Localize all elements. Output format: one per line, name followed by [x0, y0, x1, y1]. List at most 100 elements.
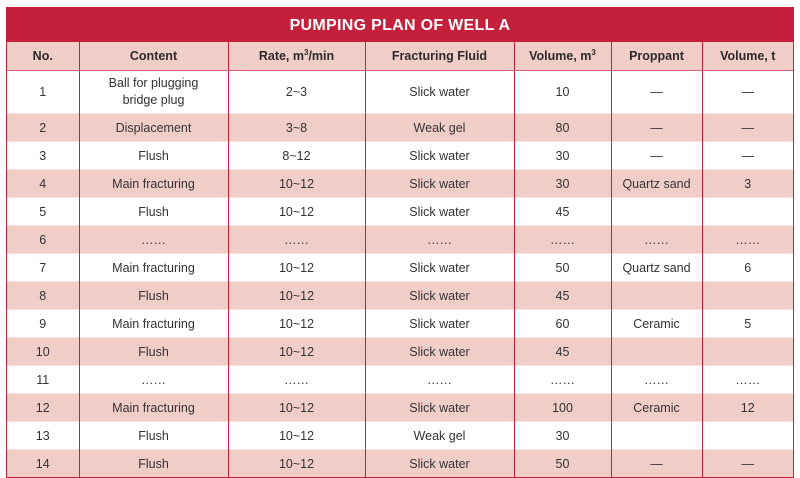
cell-content: Flush: [78, 449, 228, 477]
cell-no: 7: [7, 253, 79, 282]
cell-volume-t: [701, 337, 793, 366]
cell-volume-m3: 45: [513, 197, 611, 226]
cell-proppant: Ceramic: [610, 393, 702, 422]
cell-fluid: Slick water: [364, 337, 514, 366]
cell-content: Flush: [78, 421, 228, 450]
cell-no: 10: [7, 337, 79, 366]
cell-proppant: [610, 197, 702, 226]
cell-no: 13: [7, 421, 79, 450]
cell-fluid: Slick water: [364, 393, 514, 422]
table-row: 2 Displacement 3~8 Weak gel 80— —: [7, 113, 793, 142]
cell-no: 5: [7, 197, 79, 226]
cell-fluid: Slick water: [364, 70, 514, 114]
table-row: 8 Flush 10~12 Slick water 45: [7, 281, 793, 310]
cell-proppant: [610, 337, 702, 366]
cell-no: 2: [7, 113, 79, 142]
cell-volume-t: 12: [701, 393, 793, 422]
header-label: Content: [129, 49, 178, 63]
cell-volume-t: 6: [701, 253, 793, 282]
cell-no: 9: [7, 309, 79, 338]
header-label: Rate, m: [258, 49, 304, 63]
table-row: 3 Flush 8~12 Slick water 30— —: [7, 141, 793, 170]
cell-volume-t: [701, 281, 793, 310]
cell-proppant: ……: [610, 225, 702, 254]
cell-proppant: —: [610, 141, 702, 170]
cell-volume-t: —: [701, 70, 793, 114]
header-label: No.: [32, 49, 53, 63]
cell-proppant: —: [610, 449, 702, 477]
cell-volume-t: —: [701, 449, 793, 477]
table-row: 9 Main fracturing 10~12 Slick water 60 Cerami…: [7, 309, 793, 338]
cell-content: Ball for plugging bridge plug: [78, 70, 228, 114]
cell-fluid: Weak gel: [364, 113, 514, 142]
cell-proppant: —: [610, 113, 702, 142]
cell-no: 8: [7, 281, 79, 310]
cell-proppant: —: [610, 70, 702, 114]
header-suffix: /min: [308, 49, 335, 63]
cell-fluid: Slick water: [364, 309, 514, 338]
cell-rate: 10~12: [227, 337, 365, 366]
cell-fluid: Weak gel: [364, 421, 514, 450]
cell-volume-m3: 60: [513, 309, 611, 338]
cell-no: 1: [7, 70, 79, 114]
header-label: Proppant: [629, 49, 684, 63]
header-volume-m3: Volume, m3: [513, 42, 611, 71]
cell-rate: 10~12: [227, 309, 365, 338]
pumping-plan-table-container: PUMPING PLAN OF WELL A No. Content Rate,…: [6, 7, 794, 478]
cell-content: Main fracturing: [78, 169, 228, 198]
cell-no: 3: [7, 141, 79, 170]
cell-volume-t: ……: [701, 225, 793, 254]
cell-content: ……: [78, 365, 228, 394]
cell-content: Flush: [78, 197, 228, 226]
table-row: 10 Flush 10~12 Slick water 45: [7, 337, 793, 366]
cell-rate: 2~3: [227, 70, 365, 114]
cell-content: ……: [78, 225, 228, 254]
header-no: No.: [7, 42, 79, 71]
cell-volume-t: —: [701, 113, 793, 142]
table-row: 4 Main fracturing 10~12 Slick water 30 Quartz…: [7, 169, 793, 198]
cell-proppant: Quartz sand: [610, 253, 702, 282]
header-superscript: 3: [591, 48, 596, 57]
cell-rate: 10~12: [227, 393, 365, 422]
cell-volume-m3: 45: [513, 281, 611, 310]
table-row: 6………………………………: [7, 225, 793, 254]
cell-rate: 10~12: [227, 449, 365, 477]
cell-rate: 3~8: [227, 113, 365, 142]
cell-content: Flush: [78, 281, 228, 310]
table-row: 1 Ball for plugging bridge plug 2~3 Slick w…: [7, 70, 793, 114]
cell-proppant: Ceramic: [610, 309, 702, 338]
table-row: 13 Flush 10~12 Weak gel 30: [7, 421, 793, 450]
header-content: Content: [78, 42, 228, 71]
cell-volume-m3: 45: [513, 337, 611, 366]
table-row: 14 Flush 10~12 Slick water 50— —: [7, 449, 793, 477]
header-volume-t: Volume, t: [701, 42, 793, 71]
cell-rate: 10~12: [227, 169, 365, 198]
cell-volume-m3: 30: [513, 421, 611, 450]
table-row: 12 Main fracturing 10~12 Slick water 100 Cera…: [7, 393, 793, 422]
cell-rate: 10~12: [227, 281, 365, 310]
cell-volume-m3: 100: [513, 393, 611, 422]
header-row: No. Content Rate, m3/min Fracturing Flui…: [7, 42, 793, 71]
table-title: PUMPING PLAN OF WELL A: [7, 8, 793, 42]
cell-fluid: Slick water: [364, 197, 514, 226]
cell-proppant: [610, 281, 702, 310]
cell-rate: 10~12: [227, 421, 365, 450]
header-label: Volume, m: [529, 49, 592, 63]
cell-fluid: ……: [364, 225, 514, 254]
cell-no: 4: [7, 169, 79, 198]
cell-content: Main fracturing: [78, 253, 228, 282]
cell-fluid: ……: [364, 365, 514, 394]
header-proppant: Proppant: [610, 42, 702, 71]
cell-volume-m3: 30: [513, 141, 611, 170]
header-label: Volume, t: [720, 49, 776, 63]
cell-volume-m3: ……: [513, 225, 611, 254]
cell-volume-m3: 80: [513, 113, 611, 142]
table-row: 7 Main fracturing 10~12 Slick water 50 Quartz…: [7, 253, 793, 282]
cell-proppant: ……: [610, 365, 702, 394]
cell-rate: ……: [227, 365, 365, 394]
cell-volume-t: ……: [701, 365, 793, 394]
header-fracturing-fluid: Fracturing Fluid: [364, 42, 514, 71]
cell-content: Displacement: [78, 113, 228, 142]
cell-no: 11: [7, 365, 79, 394]
header-superscript: 3: [304, 48, 309, 57]
